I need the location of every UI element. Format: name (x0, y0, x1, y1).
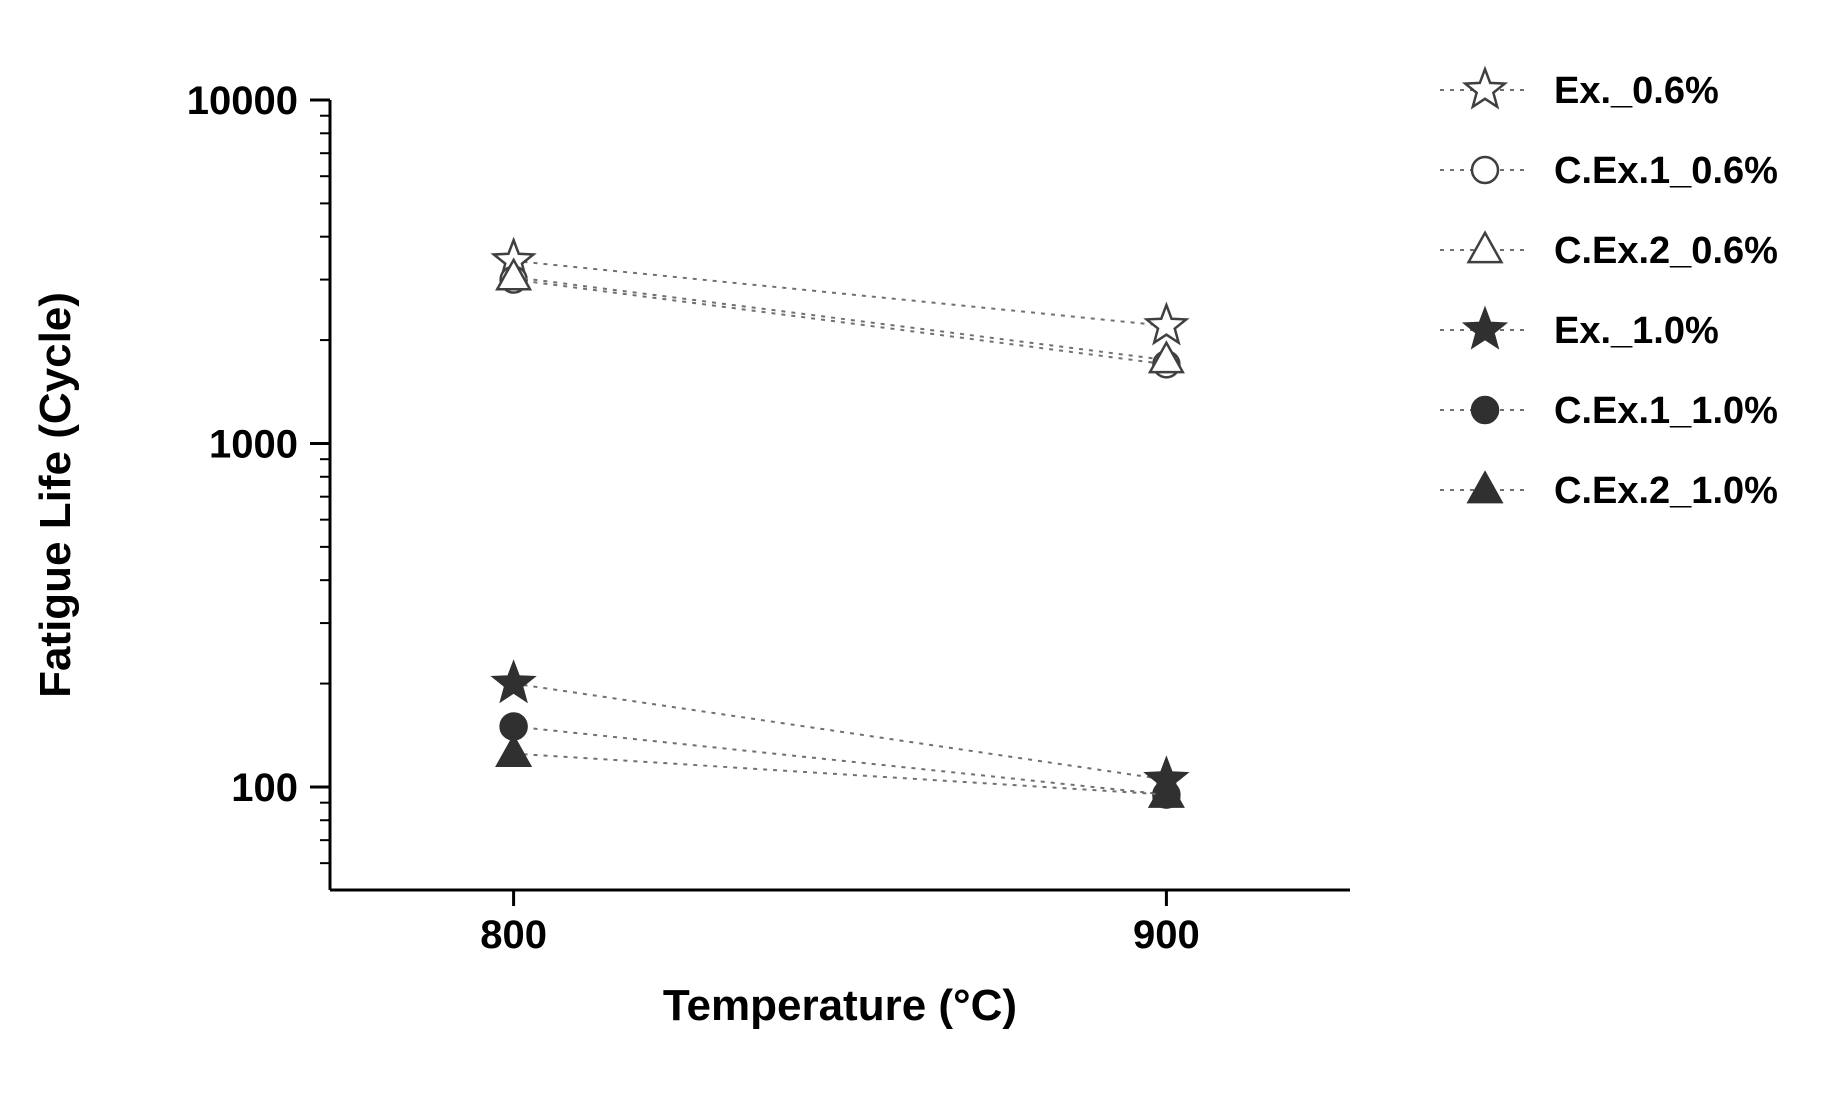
legend-label: C.Ex.2_0.6% (1554, 230, 1778, 272)
y-axis-label: Fatigue Life (Cycle) (31, 292, 80, 698)
legend-label: C.Ex.1_0.6% (1554, 150, 1778, 192)
x-tick-label: 800 (480, 913, 547, 957)
y-tick-label: 100 (231, 766, 298, 810)
y-tick-label: 1000 (209, 422, 298, 466)
y-tick-label: 10000 (187, 79, 298, 123)
legend-label: C.Ex.2_1.0% (1554, 470, 1778, 512)
x-tick-label: 900 (1133, 913, 1200, 957)
fatigue-life-chart: 100 1000 10000 800 900 Fatigue Life (Cycle) Te… (0, 0, 1841, 1093)
legend-label: Ex._0.6% (1554, 70, 1719, 112)
legend-label: Ex._1.0% (1554, 310, 1719, 352)
legend-label: C.Ex.1_1.0% (1554, 390, 1778, 432)
x-axis-label: Temperature (°C) (663, 981, 1017, 1030)
